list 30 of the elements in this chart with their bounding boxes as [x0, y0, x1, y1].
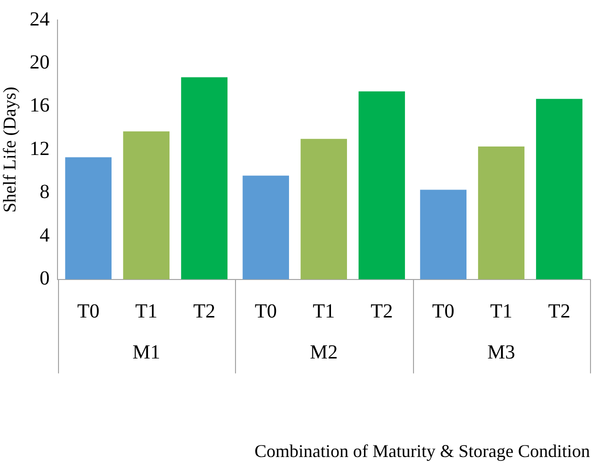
y-tick-label: 0	[40, 268, 50, 290]
y-tick-label: 8	[40, 181, 50, 204]
y-tick-label: 4	[40, 224, 50, 246]
bar	[123, 131, 170, 280]
text: T1	[490, 300, 512, 323]
text: T2	[370, 300, 393, 323]
bar	[536, 98, 582, 280]
bar	[478, 146, 524, 280]
text: T0	[254, 300, 277, 323]
y-tick-label: 24	[30, 8, 50, 30]
y-axis-title: Shelf Life (Days)	[0, 86, 20, 213]
text: T2	[548, 300, 570, 323]
y-tick-label: 20	[30, 51, 50, 74]
series-label: T2	[193, 300, 216, 323]
bar	[358, 91, 405, 280]
bar	[420, 190, 466, 280]
series-label: T0	[77, 300, 100, 323]
y-tick-label: 12	[30, 138, 50, 160]
bar	[242, 176, 290, 280]
text: T1	[312, 300, 335, 323]
x-tick-label: M1	[132, 342, 160, 364]
series-label: T1	[135, 300, 158, 323]
x-tick-label: M3	[487, 342, 516, 364]
bar	[300, 138, 347, 280]
text: T0	[432, 300, 454, 323]
x-axis-title: Combination of Maturity & Storage Condition	[254, 440, 590, 461]
y-tick-label: 16	[30, 94, 50, 117]
x-tick-label: M2	[310, 342, 338, 364]
bar	[181, 77, 228, 280]
bar	[65, 157, 112, 280]
